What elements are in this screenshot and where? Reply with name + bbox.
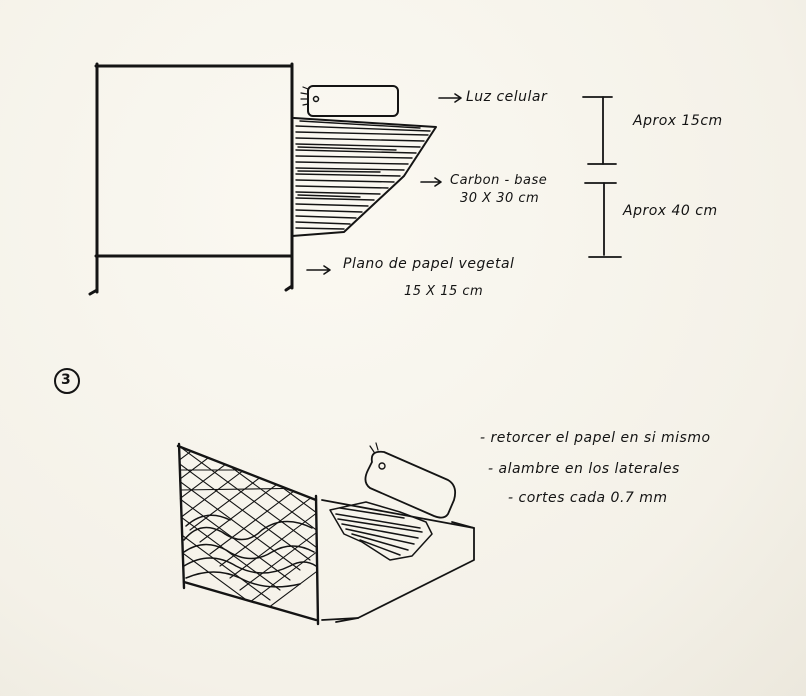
note-alambre: - alambre en los laterales [488,461,680,477]
label-plano-papel: Plano de papel vegetal [343,256,515,272]
carbon-base [291,117,437,237]
label-aprox-15cm: Aprox 15cm [633,113,723,129]
label-carbon-base: Carbon - base [450,173,548,188]
arrow-light [438,93,462,103]
note-cortes: - cortes cada 0.7 mm [508,490,668,506]
section-number: 3 [61,372,72,388]
twisted-carbon [329,501,433,561]
table-base [321,499,475,623]
dimension-bracket-upper [582,96,617,165]
label-plano-size: 15 X 15 cm [404,284,484,299]
phone-light-sketch [364,442,457,519]
note-retorcer: - retorcer el papel en si mismo [480,430,711,446]
tracing-paper-plane [88,62,294,296]
paper-texture [183,514,316,588]
dimension-bracket-lower [584,182,622,258]
crosshatch [178,446,316,615]
phone-light [300,85,399,117]
label-carbon-size: 30 X 30 cm [460,191,540,206]
tracing-paper-frame [176,442,320,626]
label-luz-celular: Luz celular [466,89,548,105]
arrow-paper [306,265,331,275]
section-number-circle [54,368,80,394]
label-aprox-40cm: Aprox 40 cm [623,203,718,219]
arrow-carbon [420,177,442,187]
